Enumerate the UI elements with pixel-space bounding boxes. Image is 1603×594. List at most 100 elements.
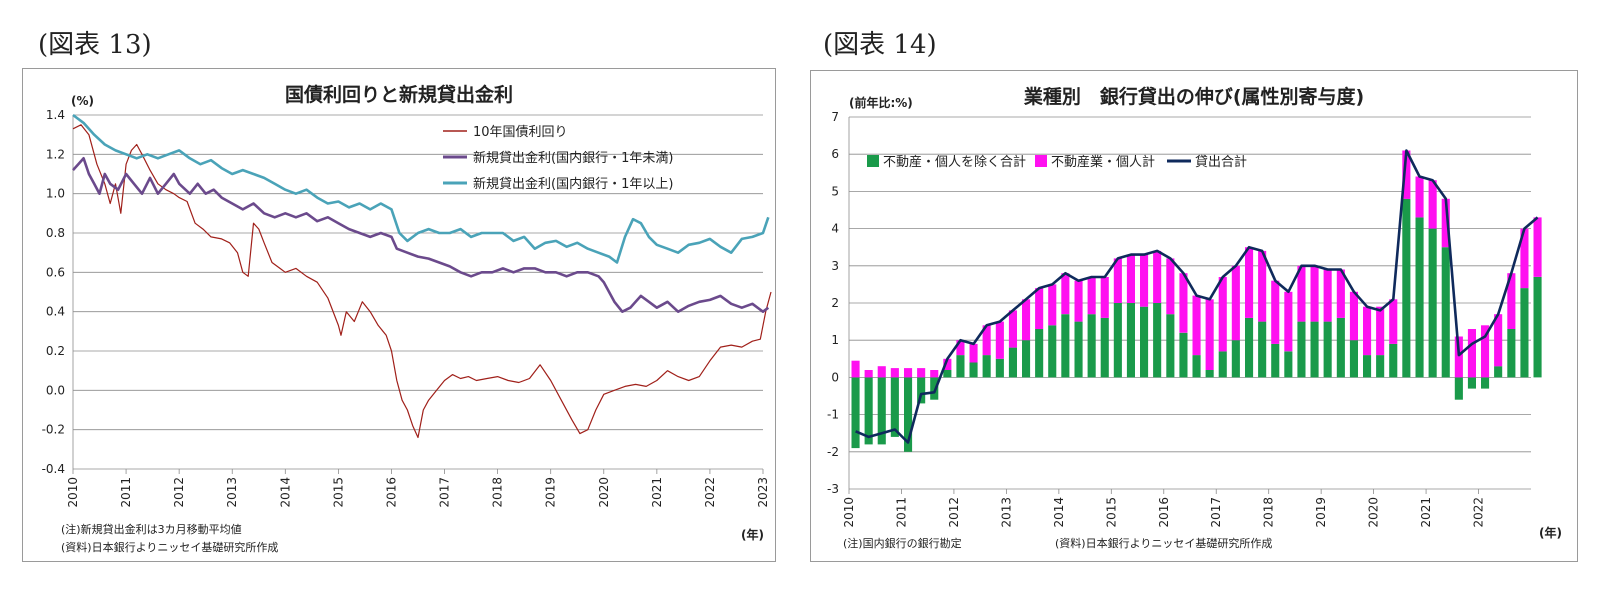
bar-nonre bbox=[1153, 303, 1162, 378]
legend-swatch-nonre bbox=[867, 155, 879, 167]
y-tick-label: 4 bbox=[831, 222, 839, 236]
y-tick-label: 0.4 bbox=[46, 305, 65, 319]
bar-nonre bbox=[1245, 317, 1254, 378]
x-tick-label: 2021 bbox=[650, 477, 664, 508]
bar-re bbox=[1520, 228, 1529, 289]
bar-nonre bbox=[917, 377, 926, 404]
bar-nonre bbox=[1166, 314, 1175, 378]
bar-nonre bbox=[1481, 377, 1490, 389]
bar-re bbox=[930, 370, 939, 378]
bar-re bbox=[1035, 288, 1044, 329]
bar-nonre bbox=[1467, 377, 1476, 389]
bar-nonre bbox=[930, 377, 939, 400]
bar-chart: 7 6 5 4 3 2 1 0 -1 -2 -3 2010 2011 2012 2013 2014 2015 2… bbox=[827, 85, 1562, 550]
bar-nonre bbox=[851, 377, 860, 449]
bar-nonre bbox=[904, 377, 913, 452]
bar-re bbox=[1349, 291, 1358, 341]
bar-re bbox=[1494, 314, 1503, 367]
bar-nonre bbox=[1441, 247, 1450, 378]
bar-nonre bbox=[1336, 317, 1345, 378]
bar-nonre bbox=[1454, 377, 1463, 400]
legend-label-total: 貸出合計 bbox=[1195, 154, 1247, 170]
bar-nonre bbox=[1113, 303, 1122, 378]
bar-nonre bbox=[1376, 355, 1385, 378]
bar-nonre bbox=[1415, 217, 1424, 378]
x-tick-label: 2019 bbox=[1314, 497, 1328, 528]
x-tick-label: 2013 bbox=[999, 497, 1013, 528]
y-tick-label: 0.6 bbox=[46, 265, 65, 279]
bar-re bbox=[1507, 273, 1516, 329]
y-tick-label: 6 bbox=[831, 147, 839, 161]
bar-nonre bbox=[1126, 303, 1135, 378]
x-tick-label: 2014 bbox=[1052, 497, 1066, 528]
bar-re bbox=[1258, 250, 1267, 322]
bar-nonre bbox=[956, 355, 965, 378]
x-tick-label: 2011 bbox=[894, 497, 908, 528]
bar-re bbox=[969, 343, 978, 363]
legend-swatch-re bbox=[1035, 155, 1047, 167]
bar-re bbox=[1074, 280, 1083, 322]
bar-re bbox=[1389, 299, 1398, 344]
bar-re bbox=[1467, 329, 1476, 378]
bar-re bbox=[1428, 180, 1437, 229]
y-tick-label: 3 bbox=[831, 259, 839, 273]
bar-nonre bbox=[1310, 321, 1319, 378]
bar-nonre bbox=[1140, 306, 1149, 378]
bar-nonre bbox=[943, 370, 952, 378]
bar-re bbox=[917, 368, 926, 378]
series-line-0 bbox=[72, 124, 772, 439]
x-tick-label: 2018 bbox=[1262, 497, 1276, 528]
y-tick-label: 1.4 bbox=[46, 108, 65, 122]
bar-re bbox=[1376, 306, 1385, 356]
bar-re bbox=[1008, 310, 1017, 348]
legend-label-nonre: 不動産・個人を除く合計 bbox=[883, 154, 1026, 170]
x-tick-label: 2019 bbox=[544, 477, 558, 508]
chart-note: (注)新規貸出金利は3カ月移動平均値 bbox=[61, 522, 242, 536]
y-axis-unit: (前年比:%) bbox=[849, 95, 913, 110]
x-tick-label: 2022 bbox=[1472, 497, 1486, 528]
bar-re bbox=[1192, 295, 1201, 356]
bar-nonre bbox=[1218, 351, 1227, 378]
x-tick-label: 2010 bbox=[66, 477, 80, 508]
y-tick-label: 7 bbox=[831, 110, 839, 124]
y-tick-label: 0.2 bbox=[46, 344, 65, 358]
bar-re bbox=[956, 340, 965, 356]
bar-re bbox=[1218, 277, 1227, 352]
bar-nonre bbox=[1389, 343, 1398, 378]
x-tick-label: 2020 bbox=[1367, 497, 1381, 528]
bar-nonre bbox=[1008, 347, 1017, 378]
bar-re bbox=[982, 325, 991, 356]
chart-title: 国債利回りと新規貸出金利 bbox=[285, 83, 513, 106]
figure-label-13: (図表 13) bbox=[38, 30, 152, 60]
y-tick-label: -2 bbox=[827, 445, 839, 459]
bar-re bbox=[995, 321, 1004, 359]
line-chart: 1.4 1.2 1.0 0.8 0.6 0.4 0.2 0.0 -0.2 -0.4 2010 201… bbox=[42, 83, 772, 554]
bar-nonre bbox=[1284, 351, 1293, 378]
legend-label-long: 新規貸出金利(国内銀行・1年以上) bbox=[473, 176, 673, 192]
x-tick-label: 2022 bbox=[703, 477, 717, 508]
bar-nonre bbox=[877, 377, 886, 445]
x-tick-label: 2018 bbox=[491, 477, 505, 508]
bar-re bbox=[1126, 254, 1135, 303]
chart-source: (資料)日本銀行よりニッセイ基礎研究所作成 bbox=[1055, 536, 1272, 550]
bar-re bbox=[1087, 277, 1096, 315]
y-tick-label: -3 bbox=[827, 482, 839, 496]
legend-label-short: 新規貸出金利(国内銀行・1年未満) bbox=[473, 150, 673, 166]
bar-nonre bbox=[1349, 340, 1358, 378]
x-tick-label: 2016 bbox=[384, 477, 398, 508]
bar-re bbox=[864, 370, 873, 378]
x-tick-label: 2016 bbox=[1157, 497, 1171, 528]
x-tick-label: 2023 bbox=[756, 477, 770, 508]
x-tick-label: 2012 bbox=[172, 477, 186, 508]
bar-re bbox=[1454, 336, 1463, 378]
y-tick-label: 1.2 bbox=[46, 147, 65, 161]
bar-nonre bbox=[1533, 277, 1542, 378]
bar-nonre bbox=[1100, 317, 1109, 378]
x-tick-label: 2014 bbox=[278, 477, 292, 508]
bar-re bbox=[877, 366, 886, 378]
bar-re bbox=[1271, 280, 1280, 344]
bar-re bbox=[1231, 265, 1240, 341]
bar-re bbox=[1363, 306, 1372, 356]
x-tick-label: 2010 bbox=[842, 497, 856, 528]
y-tick-label: -0.4 bbox=[42, 462, 65, 476]
